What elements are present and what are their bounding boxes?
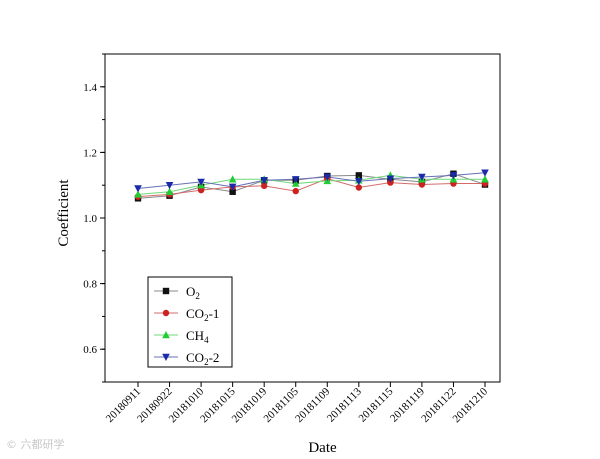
- data-point: [291, 176, 300, 184]
- y-tick-label: 0.8: [83, 279, 97, 291]
- y-axis-title: Coefficient: [56, 179, 72, 247]
- legend-marker: [162, 331, 170, 339]
- data-point: [165, 187, 174, 195]
- data-point: [355, 178, 363, 186]
- legend: O2 CO2-1 CH4 CO2-2: [147, 276, 233, 368]
- x-axis-title: Date: [308, 440, 337, 456]
- data-point: [197, 186, 205, 194]
- series-line-0: [137, 173, 486, 199]
- y-tick-label: 1.0: [83, 213, 97, 225]
- data-point: [228, 183, 237, 191]
- data-point: [355, 172, 363, 179]
- data-point: [481, 169, 489, 177]
- y-tick-label: 1.2: [83, 147, 97, 159]
- legend-label: O2: [186, 284, 200, 301]
- ticks: 0.60.81.01.21.42018091120180922201810102…: [83, 53, 491, 425]
- data-point: [228, 175, 237, 183]
- data-point: [229, 188, 236, 195]
- data-point: [386, 175, 395, 183]
- series-lines: [137, 172, 486, 199]
- watermark: © 六都研学: [6, 438, 65, 451]
- legend-label: CO2-2: [186, 350, 219, 367]
- series-line-3: [137, 172, 486, 189]
- data-point: [418, 173, 426, 181]
- legend-marker: [162, 287, 170, 295]
- data-point: [134, 185, 142, 193]
- y-tick-label: 0.6: [83, 344, 97, 356]
- data-point: [197, 178, 205, 186]
- data-point: [165, 182, 174, 190]
- data-point: [292, 187, 299, 195]
- series-line-2: [137, 174, 485, 195]
- data-point: [260, 177, 268, 185]
- data-point: [323, 173, 332, 181]
- y-tick-label: 1.4: [83, 82, 97, 94]
- series-line-1: [137, 178, 485, 198]
- x-tick-label: 20181210: [451, 385, 491, 425]
- legend-marker: [162, 353, 170, 361]
- data-point: [355, 184, 363, 191]
- series-markers: [134, 169, 489, 202]
- legend-marker: [162, 309, 170, 317]
- data-point: [134, 190, 142, 198]
- legend-box: [147, 276, 233, 368]
- data-point: [418, 181, 426, 188]
- legend-label: CH4: [186, 328, 209, 345]
- data-point: [260, 182, 268, 190]
- legend-label: CO2-1: [186, 306, 219, 323]
- data-point: [481, 175, 489, 183]
- data-point: [449, 172, 458, 180]
